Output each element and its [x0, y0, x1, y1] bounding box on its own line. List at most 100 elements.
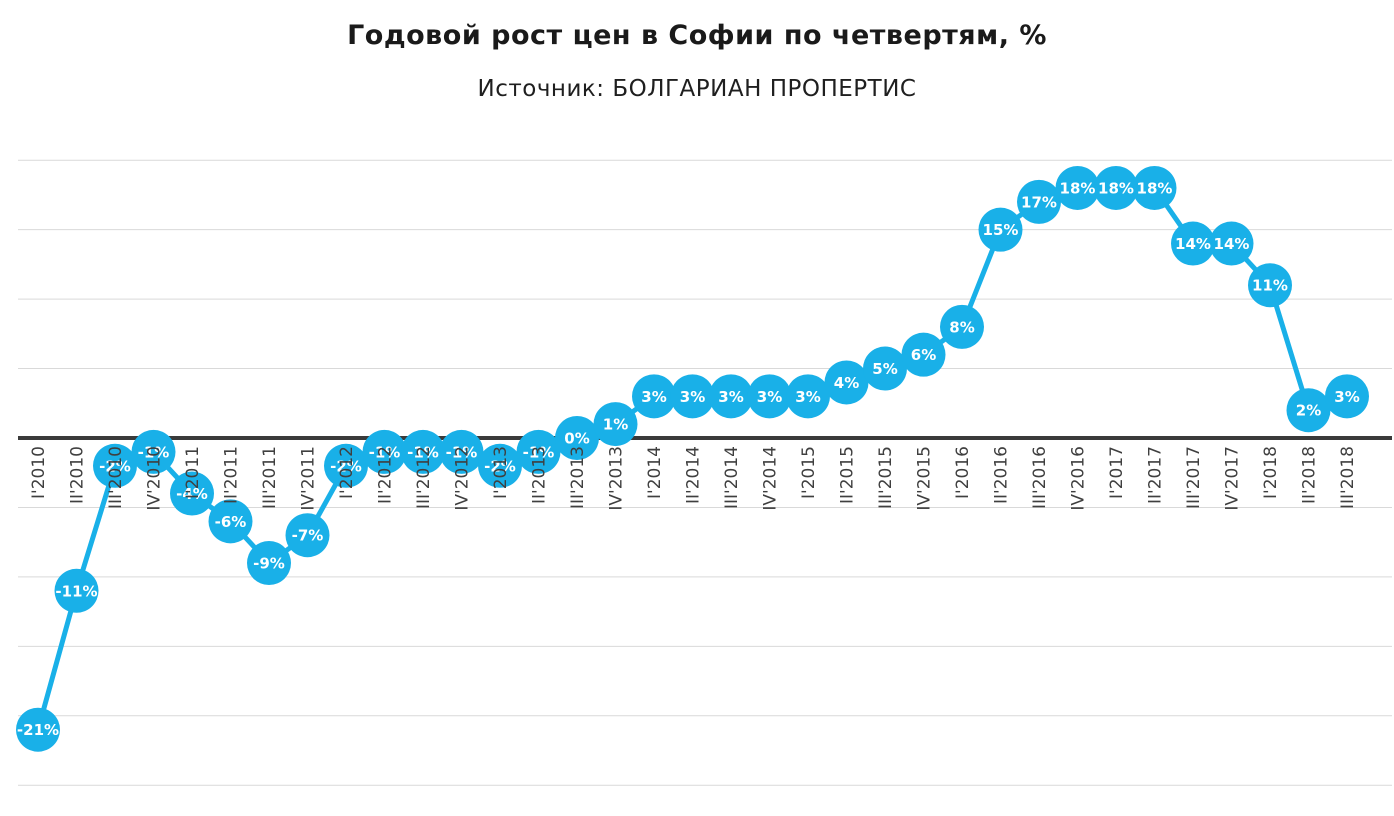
data-point-marker — [978, 207, 1023, 252]
data-point-marker — [863, 346, 907, 391]
data-point-marker — [593, 402, 638, 447]
data-point-marker — [478, 443, 522, 488]
x-axis-tick-label: II'2015 — [838, 446, 858, 504]
x-axis-tick-label: II'2017 — [1146, 446, 1166, 504]
data-point-marker — [208, 499, 253, 544]
data-point-marker — [439, 429, 484, 474]
data-point-label: 18% — [1098, 179, 1134, 197]
data-point-marker — [824, 360, 869, 405]
x-axis-tick-label: III'2010 — [106, 446, 126, 509]
x-axis-tick-label: II'2010 — [68, 446, 88, 504]
x-axis-tick-label: I'2014 — [645, 446, 665, 499]
data-point-label: 11% — [1252, 277, 1288, 295]
data-point-marker — [362, 429, 407, 474]
data-point-marker — [170, 471, 214, 516]
data-point-label: 17% — [1021, 193, 1057, 211]
data-point-marker — [516, 429, 561, 474]
data-point-marker — [786, 374, 830, 419]
x-axis-tick-label: II'2011 — [222, 446, 242, 504]
x-axis-tick-label: III'2015 — [876, 446, 896, 509]
data-point-marker — [940, 304, 984, 349]
chart-subtitle: Источник: БОЛГАРИАН ПРОПЕРТИС — [477, 76, 917, 102]
data-point-label: 3% — [680, 388, 705, 406]
data-point-label: -2% — [330, 457, 362, 475]
x-axis-tick-label: IV'2010 — [145, 446, 165, 511]
data-point-label: -21% — [17, 721, 59, 739]
data-point-marker — [324, 443, 368, 488]
data-point-label: 6% — [911, 346, 936, 364]
x-axis-tick-label: I'2016 — [953, 446, 973, 499]
x-axis-tick-label: III'2013 — [568, 446, 588, 509]
data-point-marker — [131, 429, 176, 474]
data-point-marker — [747, 374, 792, 419]
data-point-label: 0% — [564, 430, 589, 448]
data-point-label: 5% — [872, 360, 897, 378]
data-point-label: 3% — [1334, 388, 1359, 406]
data-point-marker — [1286, 388, 1331, 433]
data-point-marker — [54, 568, 99, 613]
x-axis-tick-label: III'2018 — [1338, 446, 1358, 509]
data-point-marker — [1055, 165, 1100, 210]
x-axis-tick-label: IV'2011 — [299, 446, 319, 511]
x-axis-tick-label: III'2011 — [260, 446, 280, 509]
x-axis-tick-label: IV'2013 — [607, 446, 627, 511]
data-point-label: -1% — [523, 443, 555, 461]
data-point-label: -1% — [407, 443, 439, 461]
data-point-label: -2% — [484, 457, 516, 475]
data-point-label: 14% — [1175, 235, 1211, 253]
data-point-marker — [285, 513, 330, 558]
data-point-label: 18% — [1060, 179, 1096, 197]
data-point-label: -11% — [55, 582, 97, 600]
data-point-marker — [1017, 179, 1061, 224]
x-axis-tick-label: III'2016 — [1030, 446, 1050, 509]
data-point-marker — [555, 416, 599, 460]
data-point-marker — [901, 332, 946, 377]
data-point-marker — [247, 541, 291, 586]
x-axis-tick-label: IV'2017 — [1223, 446, 1243, 511]
data-point-label: 14% — [1214, 235, 1250, 253]
x-axis-tick-label: II'2014 — [684, 446, 704, 504]
data-point-marker — [1132, 165, 1177, 210]
data-point-label: -4% — [176, 485, 208, 503]
data-point-marker — [632, 374, 676, 419]
data-point-label: 18% — [1137, 179, 1173, 197]
x-axis-tick-label: I'2012 — [337, 446, 357, 499]
x-axis-tick-label: IV'2015 — [915, 446, 935, 511]
data-point-marker — [1248, 263, 1292, 308]
data-point-label: -6% — [215, 513, 247, 531]
x-axis-tick-label: IV'2012 — [453, 446, 473, 511]
data-point-marker — [1325, 374, 1369, 419]
data-point-label: 2% — [1296, 402, 1321, 420]
x-axis-tick-label: I'2017 — [1107, 446, 1127, 499]
data-point-label: 8% — [949, 318, 974, 336]
data-point-marker — [1094, 165, 1138, 210]
x-axis-tick-label: III'2012 — [414, 446, 434, 509]
data-point-label: 3% — [795, 388, 820, 406]
data-point-label: 4% — [834, 374, 859, 392]
x-axis-tick-label: II'2016 — [992, 446, 1012, 504]
data-point-label: 1% — [603, 416, 628, 434]
x-axis-tick-label: I'2013 — [491, 446, 511, 499]
data-point-marker — [1209, 221, 1254, 266]
x-axis-tick-label: II'2012 — [376, 446, 396, 504]
data-point-label: 3% — [757, 388, 782, 406]
data-point-label: -1% — [369, 443, 401, 461]
data-point-label: -1% — [446, 443, 478, 461]
data-point-marker — [401, 429, 445, 474]
x-axis-tick-label: I'2010 — [29, 446, 49, 499]
data-point-label: 15% — [983, 221, 1019, 239]
data-point-marker — [709, 374, 753, 419]
data-point-marker — [1171, 221, 1215, 266]
x-axis-tick-label: IV'2014 — [761, 446, 781, 511]
x-axis-tick-label: IV'2016 — [1069, 446, 1089, 511]
data-point-label: -9% — [253, 555, 285, 573]
x-axis-tick-label: I'2011 — [183, 446, 203, 499]
data-point-marker — [16, 707, 60, 752]
chart-title: Годовой рост цен в Софии по четвертям, % — [347, 20, 1047, 51]
data-point-label: -7% — [292, 527, 324, 545]
data-point-marker — [670, 374, 715, 419]
data-point-label: 3% — [641, 388, 666, 406]
data-point-label: -1% — [138, 443, 170, 461]
